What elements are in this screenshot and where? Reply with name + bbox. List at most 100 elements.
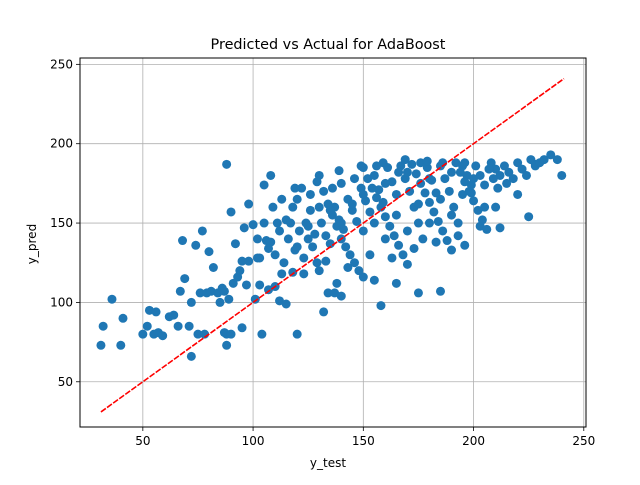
scatter-point <box>277 194 287 204</box>
scatter-point <box>402 259 412 269</box>
scatter-point <box>380 234 390 244</box>
scatter-point <box>546 150 556 160</box>
scatter-point <box>502 178 512 188</box>
scatter-point <box>96 340 106 350</box>
scatter-point <box>235 266 245 276</box>
x-axis-label: y_test <box>310 456 346 470</box>
scatter-point <box>484 164 494 174</box>
scatter-point <box>424 218 434 228</box>
scatter-point <box>334 166 344 176</box>
y-axis-label: y_pred <box>25 224 39 264</box>
scatter-point <box>369 170 379 180</box>
scatter-point <box>394 167 404 177</box>
scatter-point <box>250 294 260 304</box>
scatter-point <box>447 210 457 220</box>
y-tick-label: 200 <box>50 137 73 151</box>
scatter-point <box>477 215 487 225</box>
scatter-point <box>440 174 450 184</box>
scatter-point <box>469 196 479 206</box>
scatter-point <box>422 156 432 166</box>
scatter-point <box>453 218 463 228</box>
scatter-point <box>391 189 401 199</box>
scatter-point <box>394 240 404 250</box>
scatter-point <box>336 291 346 301</box>
scatter-point <box>365 207 375 217</box>
chart-title: Predicted vs Actual for AdaBoost <box>211 37 446 53</box>
scatter-point <box>219 286 229 296</box>
scatter-point <box>482 224 492 234</box>
scatter-point <box>252 234 262 244</box>
scatter-point <box>499 161 509 171</box>
scatter-point <box>491 202 501 212</box>
scatter-point <box>352 216 362 226</box>
scatter-point <box>193 329 203 339</box>
identity-line <box>100 77 565 413</box>
scatter-point <box>305 189 315 199</box>
scatter-point <box>197 226 207 236</box>
scatter-point <box>389 231 399 241</box>
scatter-point <box>275 226 285 236</box>
scatter-point <box>447 167 457 177</box>
scatter-point <box>286 218 296 228</box>
y-tick-label: 150 <box>50 216 73 230</box>
scatter-point <box>244 199 254 209</box>
scatter-point <box>402 167 412 177</box>
scatter-point <box>312 258 322 268</box>
scatter-point <box>310 229 320 239</box>
scatter-point <box>356 161 366 171</box>
scatter-point <box>281 299 291 309</box>
scatter-point <box>418 234 428 244</box>
scatter-point <box>294 226 304 236</box>
scatter-point <box>336 218 346 228</box>
scatter-point <box>222 159 232 169</box>
scatter-point <box>255 280 265 290</box>
x-tick-label: 250 <box>572 434 595 448</box>
scatter-point <box>268 202 278 212</box>
scatter-point <box>438 226 448 236</box>
scatter-point <box>283 234 293 244</box>
scatter-point <box>365 250 375 260</box>
scatter-point <box>521 170 531 180</box>
scatter-point <box>241 280 251 290</box>
scatter-point <box>429 207 439 217</box>
scatter-point <box>297 183 307 193</box>
scatter-point <box>374 185 384 195</box>
scatter-point <box>458 189 468 199</box>
scatter-point <box>469 174 479 184</box>
scatter-point <box>400 155 410 165</box>
scatter-point <box>178 236 188 246</box>
y-tick-label: 50 <box>58 375 73 389</box>
scatter-point <box>460 158 470 168</box>
scatter-point <box>504 167 514 177</box>
scatter-point <box>495 223 505 233</box>
scatter-point <box>230 239 240 249</box>
scatter-point <box>107 294 117 304</box>
scatter-point <box>349 174 359 184</box>
scatter-point <box>290 183 300 193</box>
scatter-point <box>259 218 269 228</box>
scatter-point <box>321 231 331 241</box>
scatter-point <box>508 174 518 184</box>
scatter-point <box>372 193 382 203</box>
scatter-point <box>336 178 346 188</box>
scatter-point <box>244 256 254 266</box>
plot-frame <box>79 57 587 428</box>
scatter-point <box>312 177 322 187</box>
scatter-point <box>431 237 441 247</box>
scatter-point <box>473 205 483 215</box>
scatter-point <box>222 340 232 350</box>
scatter-point <box>158 331 168 341</box>
scatter-point <box>376 301 386 311</box>
scatter-point <box>175 286 185 296</box>
scatter-point <box>407 159 417 169</box>
y-tick-label: 250 <box>50 57 73 71</box>
scatter-point <box>493 183 503 193</box>
scatter-point <box>272 218 282 228</box>
scatter-point <box>449 202 459 212</box>
scatter-point <box>169 310 179 320</box>
scatter-point <box>447 245 457 255</box>
scatter-point <box>186 351 196 361</box>
scatter-point <box>208 262 218 272</box>
